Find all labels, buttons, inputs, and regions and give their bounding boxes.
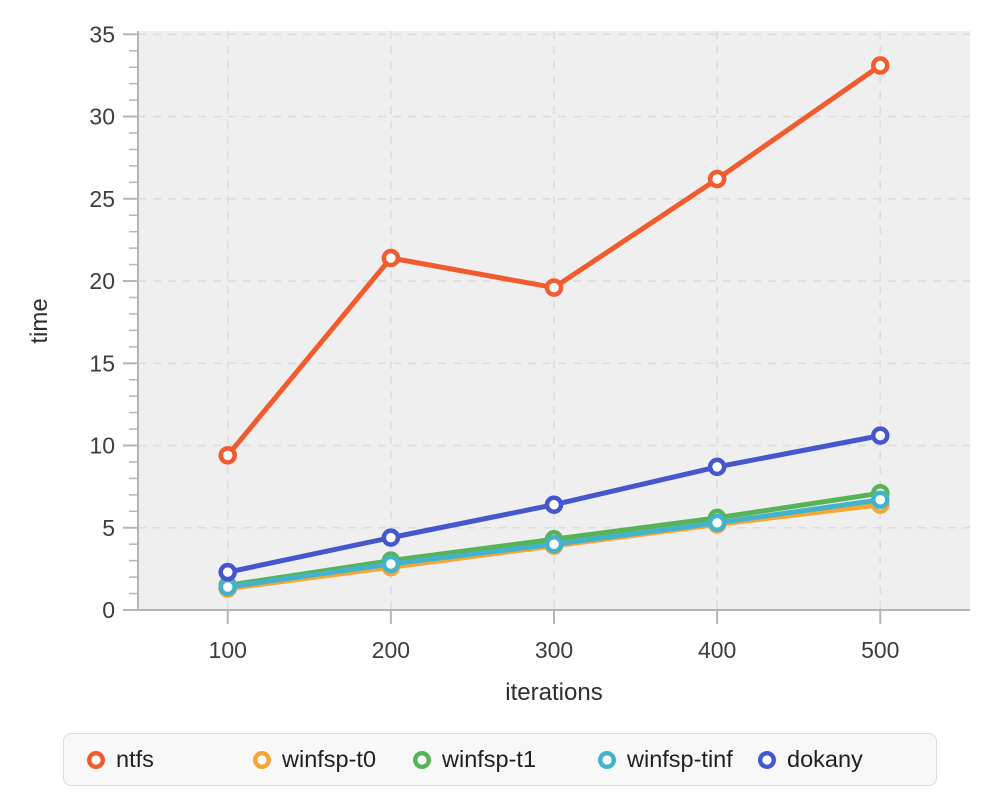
legend-item-winfsp-tinf[interactable]: winfsp-tinf [596,746,756,773]
data-point-marker [381,528,401,547]
y-tick-label: 0 [102,597,115,623]
x-axis-title: iterations [505,679,603,706]
y-tick-label: 15 [89,350,115,376]
legend-item-winfsp-t1[interactable]: winfsp-t1 [411,746,596,773]
y-tick-label: 30 [89,104,115,130]
legend-marker-circle-icon [597,750,617,769]
x-tick-label: 400 [698,637,736,663]
data-point-marker [544,278,564,297]
y-tick-label: 20 [89,268,115,294]
data-point-marker [707,513,727,533]
legend-item-ntfs[interactable]: ntfs [85,746,251,773]
data-point-marker [871,426,890,445]
data-point-marker [381,554,401,574]
y-tick-label: 25 [89,186,115,212]
legend-marker-circle-icon [252,750,272,769]
legend-label: dokany [787,746,863,772]
tick-labels: 0 5 10 15 20 25 30 35 100 200 300 400 500 [89,21,899,663]
series-dokany [218,426,890,582]
x-tick-label: 200 [372,637,410,663]
data-point-marker [871,56,890,75]
legend-item-winfsp-t0[interactable]: winfsp-t0 [251,746,411,773]
legend-label: ntfs [116,746,154,772]
legend-label: winfsp-t0 [282,746,377,772]
data-point-marker [218,446,237,465]
x-tick-label: 300 [535,637,573,663]
tick-marks [123,33,882,624]
data-point-marker [218,562,237,582]
legend-marker-circle-icon [757,750,777,769]
data-point-marker [544,534,564,554]
y-tick-label: 35 [89,21,115,47]
legend-label: winfsp-t1 [442,746,537,772]
series-ntfs [218,56,890,465]
legend: ntfs winfsp-t0 winfsp-t1 winfsp-tinf dokany [63,733,937,786]
y-tick-label: 5 [102,515,115,541]
plot-area: 0 5 10 15 20 25 30 35 100 200 300 400 500 [89,21,970,663]
y-axis-title: time [26,298,53,344]
legend-marker-circle-icon [86,750,106,769]
y-tick-label: 10 [89,433,115,459]
data-point-marker [707,457,727,477]
data-point-marker [544,495,564,514]
legend-marker-circle-icon [412,750,432,769]
data-point-marker [381,248,401,268]
legend-label: winfsp-tinf [627,746,733,772]
legend-item-dokany[interactable]: dokany [756,746,863,773]
data-point-marker [707,169,727,189]
x-tick-label: 500 [861,637,899,663]
data-point-marker [218,577,237,597]
data-point-marker [871,490,890,510]
x-tick-label: 100 [209,637,247,663]
